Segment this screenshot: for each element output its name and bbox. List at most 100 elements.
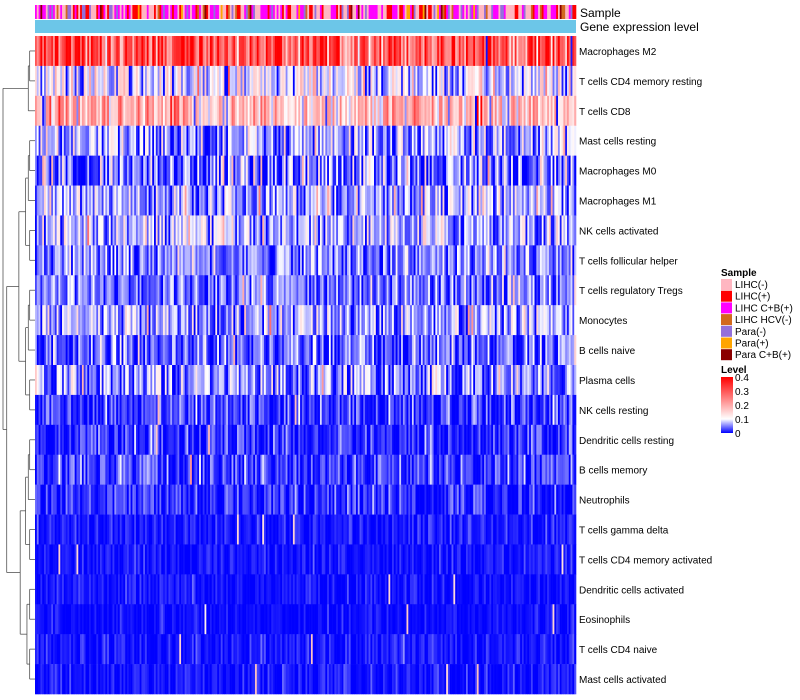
heatmap-cell [99, 275, 103, 306]
heatmap-cell [484, 155, 487, 186]
heatmap-cell [161, 305, 164, 336]
heatmap-cell [190, 424, 193, 456]
heatmap-cell [384, 125, 387, 156]
heatmap-cell [193, 65, 196, 97]
heatmap-cell [392, 454, 395, 485]
heatmap-cell [195, 275, 198, 306]
heatmap-cell [188, 95, 191, 127]
sample-cell [334, 5, 337, 19]
heatmap-cell [292, 275, 295, 306]
sample-cell [487, 5, 490, 19]
heatmap-cell [554, 65, 557, 97]
heatmap-cell [287, 215, 290, 246]
heatmap-cell [150, 65, 153, 97]
heatmap-cell [460, 424, 463, 456]
heatmap-cell [231, 484, 234, 515]
heatmap-cell [310, 36, 314, 67]
heatmap-cell [173, 484, 176, 515]
heatmap-cell [534, 185, 537, 216]
heatmap-cell [426, 335, 429, 366]
heatmap-cell [523, 185, 526, 216]
heatmap-cell [511, 394, 514, 426]
heatmap-cell [377, 424, 380, 456]
heatmap-cell [244, 245, 247, 276]
sample-cell [565, 5, 568, 19]
heatmap-cell [247, 95, 250, 127]
heatmap-cell [190, 245, 193, 276]
heatmap-cell [200, 36, 204, 67]
heatmap-cell [300, 36, 303, 67]
heatmap-cell [35, 125, 38, 156]
heatmap-cell [464, 125, 467, 156]
heatmap-cell [437, 454, 440, 485]
heatmap-cell [238, 305, 241, 336]
heatmap-cell [429, 335, 433, 366]
heatmap-cell [159, 245, 162, 276]
heatmap-cell [42, 275, 45, 306]
heatmap-cell [164, 305, 167, 336]
heatmap-cell [258, 305, 261, 336]
heatmap-cell [372, 454, 375, 485]
heatmap-cell [200, 155, 204, 186]
heatmap-cell [148, 125, 151, 156]
heatmap-cell [354, 155, 357, 186]
heatmap-cell [509, 335, 512, 366]
heatmap-cell [352, 155, 355, 186]
heatmap-cell [296, 125, 299, 156]
sample-cell [81, 5, 84, 19]
heatmap-cell [204, 335, 207, 366]
heatmap-cell [172, 36, 175, 67]
heatmap-cell [365, 394, 368, 426]
heatmap-cell [307, 424, 310, 456]
heatmap-cell [107, 185, 110, 216]
heatmap-cell [346, 125, 350, 156]
heatmap-cell [51, 125, 54, 156]
heatmap-cell [164, 125, 167, 156]
heatmap-cell [554, 185, 557, 216]
heatmap-cell [512, 394, 515, 426]
heatmap-cell [222, 335, 225, 366]
sample-cell [352, 5, 355, 19]
heatmap-cell [244, 36, 247, 67]
heatmap-cell [231, 454, 234, 485]
heatmap-cell [240, 155, 243, 186]
heatmap-cell [49, 95, 52, 127]
heatmap-cell [90, 125, 93, 156]
heatmap-cell [552, 365, 555, 396]
heatmap-cell [38, 215, 41, 246]
sample-cell [372, 5, 375, 19]
heatmap-cell [574, 95, 577, 127]
sample-cell [145, 5, 148, 19]
sample-cell [511, 5, 514, 19]
heatmap-cell [157, 305, 160, 336]
heatmap-cell [224, 484, 227, 515]
heatmap-cell [99, 125, 103, 156]
heatmap-cell [89, 275, 92, 306]
heatmap-cell [336, 65, 339, 97]
heatmap-cell [462, 95, 465, 127]
heatmap-cell [182, 215, 185, 246]
sample-cell [431, 5, 434, 19]
heatmap-cell [321, 365, 324, 396]
heatmap-cell [105, 424, 108, 456]
heatmap-cell [502, 394, 505, 426]
heatmap-cell [374, 65, 377, 97]
heatmap-cell [489, 185, 492, 216]
heatmap-cell [346, 365, 350, 396]
heatmap-cell [35, 394, 38, 426]
heatmap-cell [482, 454, 485, 485]
heatmap-cell [431, 155, 434, 186]
heatmap-cell [451, 215, 454, 246]
heatmap-cell [511, 335, 514, 366]
heatmap-cell [415, 275, 418, 306]
heatmap-cell [49, 394, 52, 426]
heatmap-cell [570, 365, 573, 396]
heatmap-cell [172, 155, 175, 186]
heatmap-cell [267, 305, 270, 336]
heatmap-cell [433, 394, 436, 426]
heatmap-cell [525, 365, 528, 396]
heatmap-cell [116, 95, 119, 127]
heatmap-cell [251, 394, 254, 426]
heatmap-cell [357, 335, 360, 366]
heatmap-cell [197, 215, 200, 246]
